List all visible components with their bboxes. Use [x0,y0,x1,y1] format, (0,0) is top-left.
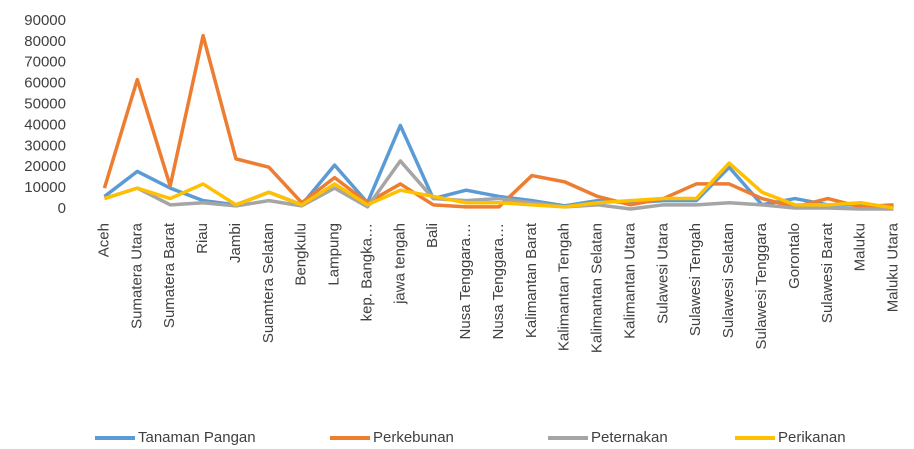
x-tick-label: kep. Bangka… [358,223,375,321]
x-tick-label: Riau [194,223,211,254]
x-tick-label: Sumatera Utara [128,222,145,329]
series-line [103,161,894,210]
y-tick-label: 10000 [24,179,66,196]
y-tick-label: 40000 [24,116,66,133]
x-tick-label: Sulawesi Tenggara [753,222,770,349]
x-tick-label: Maluku Utara [885,222,902,312]
y-tick-label: 30000 [24,137,66,154]
y-tick-label: 60000 [24,75,66,92]
x-tick-label: Bali [424,223,441,248]
x-tick-label: Sumatera Barat [161,222,178,328]
legend-label: Tanaman Pangan [138,429,256,446]
x-tick-label: Kalimantan Barat [523,222,540,338]
x-tick-label: Aceh [95,223,112,257]
y-tick-label: 20000 [24,158,66,175]
x-tick-label: Kalimantan Tengah [556,223,573,351]
x-tick-label: Bengkulu [293,223,310,286]
y-tick-label: 80000 [24,33,66,50]
series-line [102,33,894,209]
x-tick-label: Sulawesi Tengah [687,223,704,336]
y-tick-label: 70000 [24,54,66,71]
x-tick-label: Lampung [326,223,343,286]
x-tick-label: Kalimantan Utara [621,222,638,339]
x-tick-label: Kalimantan Selatan [589,223,606,353]
y-tick-label: 50000 [24,96,66,113]
x-tick-label: Suamtera Selatan [260,223,277,343]
x-tick-label: Jambi [227,223,244,263]
x-tick-label: Nusa Tenggara… [490,223,507,339]
x-tick-label: Sulawesi Barat [819,222,836,323]
y-tick-label: 0 [58,200,66,217]
x-tick-label: Gorontalo [786,223,803,289]
legend-label: Perikanan [778,429,846,446]
x-tick-label: Nusa Tenggara… [457,223,474,339]
x-tick-label: Sulawesi Selatan [720,223,737,338]
legend-label: Perkebunan [373,429,454,446]
legend-label: Peternakan [591,429,668,446]
x-tick-label: Maluku [852,223,869,271]
x-tick-label: Sulawesi Utara [654,222,671,324]
x-tick-label: jawa tengah [391,223,408,305]
y-tick-label: 90000 [24,12,66,29]
